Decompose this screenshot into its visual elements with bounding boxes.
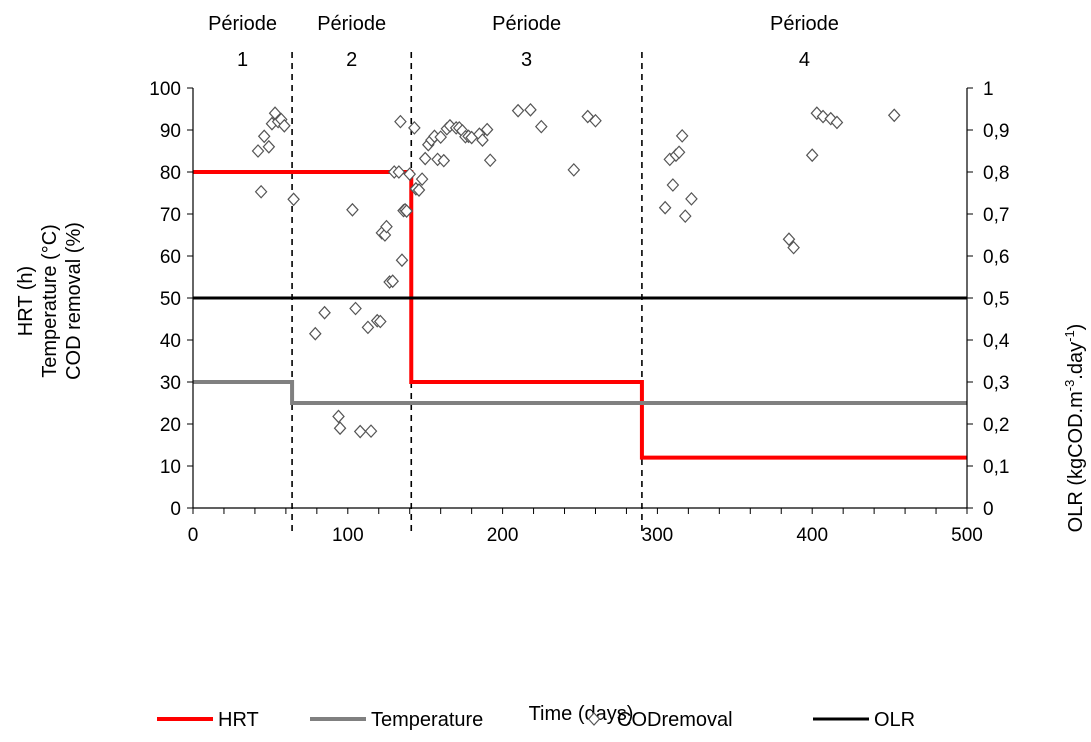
- x-tick-label: 300: [642, 525, 674, 546]
- y-axis-left-label-line3: COD removal (%): [63, 222, 85, 380]
- cod-removal-point: [412, 183, 426, 197]
- temperature-line: [193, 380, 967, 405]
- cod-removal-point: [418, 151, 432, 166]
- y-axis-left-label-line1: HRT (h): [15, 266, 37, 336]
- y-axis-right-label: OLR (kgCOD.m-3.day-1): [1062, 324, 1087, 533]
- cod-removal-point: [394, 114, 407, 129]
- cod-removal-point: [251, 144, 265, 158]
- cod-removal-point: [675, 128, 689, 143]
- cod-removal-point: [364, 424, 378, 439]
- x-tick-label: 0: [188, 525, 199, 546]
- cod-removal-point: [887, 108, 901, 123]
- legend-codremoval-label: CODremoval: [617, 709, 733, 731]
- cod-removal-point: [349, 301, 362, 316]
- cod-removal-point: [403, 167, 417, 181]
- y-left-tick-label: 20: [160, 415, 181, 436]
- legend-temperature-label: Temperature: [371, 709, 483, 731]
- period-number: 1: [237, 49, 248, 71]
- y-axis-left-label-line2: Temperature (°C): [39, 224, 61, 378]
- cod-removal-point: [685, 191, 698, 206]
- y-left-tick-label: 50: [160, 289, 181, 310]
- cod-removal-point: [257, 129, 271, 144]
- x-tick-label: 400: [796, 525, 828, 546]
- x-axis-label: Time (days): [529, 703, 634, 725]
- y-left-tick-label: 90: [160, 121, 181, 142]
- y-right-tick-label: 1: [983, 79, 994, 100]
- cod-removal-point: [511, 103, 525, 118]
- cod-removal-point: [483, 153, 497, 168]
- y-axis-left-label: HRT (h) Temperature (°C) COD removal (%): [15, 222, 85, 380]
- cod-removal-point: [415, 172, 429, 187]
- cod-removal-point: [361, 320, 375, 335]
- period-label: Période: [208, 13, 277, 35]
- cod-removal-point: [830, 115, 844, 130]
- hrt-line: [193, 170, 967, 460]
- cod-removal-point: [392, 165, 406, 179]
- y-right-tick-label: 0,4: [983, 331, 1010, 352]
- y-right-tick-label: 0,3: [983, 373, 1009, 394]
- legend-hrt-label: HRT: [218, 709, 259, 731]
- cod-removal-point: [434, 130, 447, 145]
- cod-removal-point: [254, 184, 268, 199]
- cod-removal-point: [805, 148, 819, 163]
- x-tick-label: 500: [951, 525, 983, 546]
- cod-removal-point: [346, 202, 359, 217]
- cod-removal-point: [262, 139, 276, 154]
- cod-removal-point: [287, 192, 300, 207]
- cod-removal-point: [386, 274, 400, 289]
- cod-removal-point: [353, 424, 367, 439]
- legend-codremoval-marker: [587, 712, 601, 726]
- y-left-tick-label: 80: [160, 163, 181, 184]
- cod-removal-point: [333, 421, 347, 436]
- legend: HRT Temperature CODremoval OLR: [157, 709, 915, 731]
- y-left-tick-label: 0: [170, 499, 181, 520]
- y-left-tick-label: 60: [160, 247, 181, 268]
- cod-removal-point: [332, 409, 345, 424]
- cod-removal-point: [666, 178, 680, 192]
- period-number: 4: [799, 49, 810, 71]
- cod-removal-point: [480, 122, 494, 137]
- cod-removal-point: [373, 314, 387, 329]
- cod-removal-point: [787, 240, 800, 255]
- y-right-tick-label: 0: [983, 499, 994, 520]
- y-left-tick-label: 30: [160, 373, 181, 394]
- y-left-tick-label: 70: [160, 205, 181, 226]
- cod-removal-point: [534, 119, 548, 134]
- legend-olr-label: OLR: [874, 709, 915, 731]
- y-right-tick-label: 0,5: [983, 289, 1009, 310]
- period-number: 3: [521, 49, 532, 71]
- period-number: 2: [346, 49, 357, 71]
- cod-removal-point: [395, 253, 409, 268]
- y-right-tick-label: 0,1: [983, 457, 1009, 478]
- period-label: Période: [492, 13, 561, 35]
- y-right-tick-label: 0,6: [983, 247, 1009, 268]
- y-right-tick-label: 0,7: [983, 205, 1009, 226]
- cod-removal-point: [672, 145, 686, 160]
- cod-removal-point: [308, 326, 322, 341]
- y-left-tick-label: 100: [149, 79, 181, 100]
- y-right-tick-label: 0,9: [983, 121, 1009, 142]
- y-left-tick-label: 10: [160, 457, 181, 478]
- cod-removal-point: [278, 118, 291, 133]
- y-left-tick-label: 40: [160, 331, 181, 352]
- cod-removal-point: [476, 133, 489, 147]
- cod-removal-point: [408, 121, 421, 135]
- cod-removal-point: [782, 232, 796, 247]
- cod-removal-point: [658, 200, 672, 215]
- x-tick-label: 100: [332, 525, 364, 546]
- cod-removal-point: [524, 102, 537, 117]
- period-label: Période: [770, 13, 839, 35]
- cod-removal-point: [318, 305, 331, 320]
- cod-removal-point: [589, 113, 602, 128]
- period-label: Période: [317, 13, 386, 35]
- cod-removal-point: [437, 153, 451, 168]
- x-tick-label: 200: [487, 525, 519, 546]
- cod-removal-point: [567, 163, 581, 177]
- y-right-tick-label: 0,8: [983, 163, 1009, 184]
- cod-removal-point: [380, 219, 393, 234]
- cod-removal-point: [678, 209, 692, 223]
- y-right-tick-label: 0,2: [983, 415, 1009, 436]
- cod-removal-point: [400, 204, 413, 218]
